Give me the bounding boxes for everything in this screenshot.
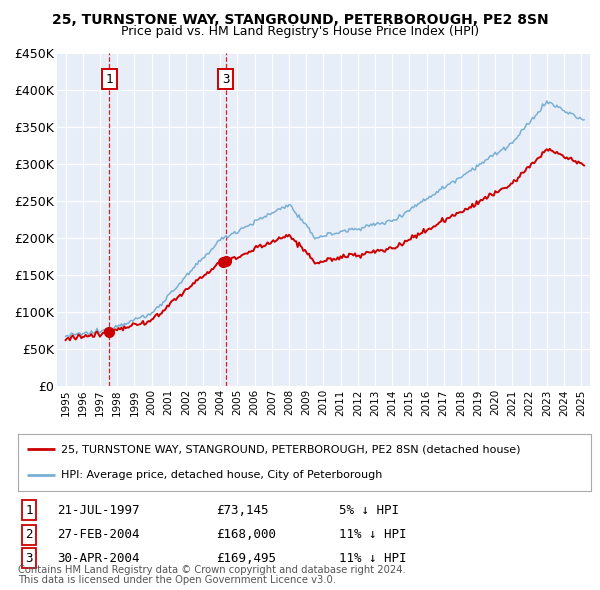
Text: 25, TURNSTONE WAY, STANGROUND, PETERBOROUGH, PE2 8SN: 25, TURNSTONE WAY, STANGROUND, PETERBORO… xyxy=(52,13,548,27)
Text: £73,145: £73,145 xyxy=(216,503,269,516)
Text: Contains HM Land Registry data © Crown copyright and database right 2024.: Contains HM Land Registry data © Crown c… xyxy=(18,565,406,575)
Text: 5% ↓ HPI: 5% ↓ HPI xyxy=(339,503,399,516)
Text: 11% ↓ HPI: 11% ↓ HPI xyxy=(339,552,407,565)
Text: HPI: Average price, detached house, City of Peterborough: HPI: Average price, detached house, City… xyxy=(61,470,382,480)
Text: 11% ↓ HPI: 11% ↓ HPI xyxy=(339,529,407,542)
Text: £168,000: £168,000 xyxy=(216,529,276,542)
Text: 1: 1 xyxy=(25,503,32,516)
Text: £169,495: £169,495 xyxy=(216,552,276,565)
Text: 25, TURNSTONE WAY, STANGROUND, PETERBOROUGH, PE2 8SN (detached house): 25, TURNSTONE WAY, STANGROUND, PETERBORO… xyxy=(61,444,520,454)
Text: 30-APR-2004: 30-APR-2004 xyxy=(57,552,139,565)
Text: 27-FEB-2004: 27-FEB-2004 xyxy=(57,529,139,542)
Text: 3: 3 xyxy=(25,552,32,565)
Text: 2: 2 xyxy=(25,529,32,542)
Text: This data is licensed under the Open Government Licence v3.0.: This data is licensed under the Open Gov… xyxy=(18,575,336,585)
Text: Price paid vs. HM Land Registry's House Price Index (HPI): Price paid vs. HM Land Registry's House … xyxy=(121,25,479,38)
Text: 3: 3 xyxy=(222,73,230,86)
Text: 1: 1 xyxy=(106,73,113,86)
Text: 21-JUL-1997: 21-JUL-1997 xyxy=(57,503,139,516)
